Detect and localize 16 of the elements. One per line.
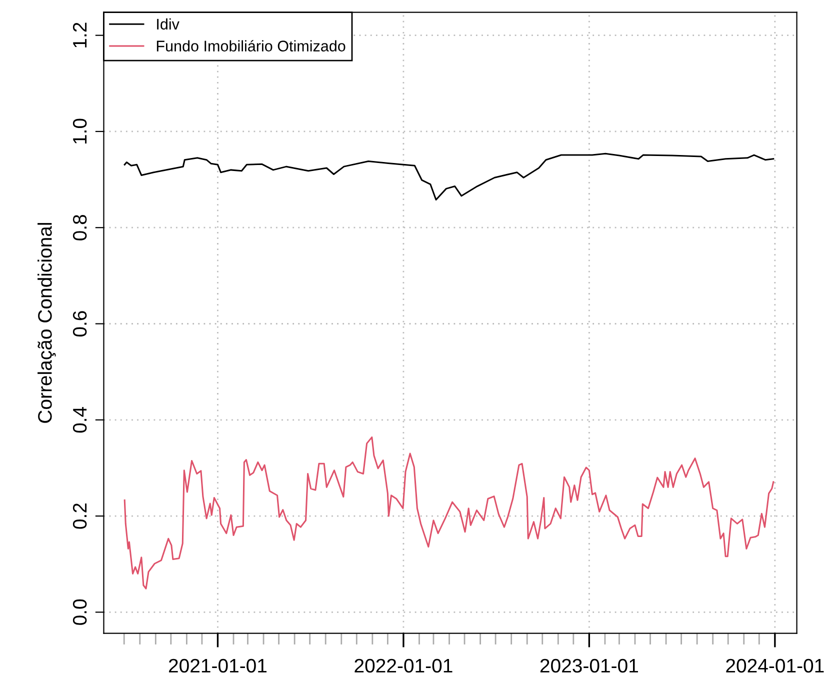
y-tick-label: 0.0: [72, 599, 87, 625]
y-tick-label: 1.0: [72, 118, 87, 144]
y-tick-label: 0.8: [72, 214, 87, 240]
legend-label: Fundo Imobiliário Otimizado: [156, 40, 346, 52]
line-series: [124, 152, 774, 200]
x-tick-label: 2022-01-01: [354, 658, 452, 673]
legend-label: Idiv: [157, 18, 180, 30]
y-axis-title: Correlação Condicional: [38, 223, 56, 423]
y-tick-label: 1.2: [72, 22, 87, 48]
x-tick-label: 2023-01-01: [540, 658, 638, 673]
y-tick-label: 0.4: [72, 406, 87, 433]
x-tick-label: 2024-01-01: [726, 658, 824, 673]
x-tick-label: 2021-01-01: [168, 658, 267, 673]
y-tick-label: 0.2: [72, 504, 87, 529]
y-tick-label: 0.6: [72, 311, 87, 337]
line-series: [124, 436, 774, 590]
